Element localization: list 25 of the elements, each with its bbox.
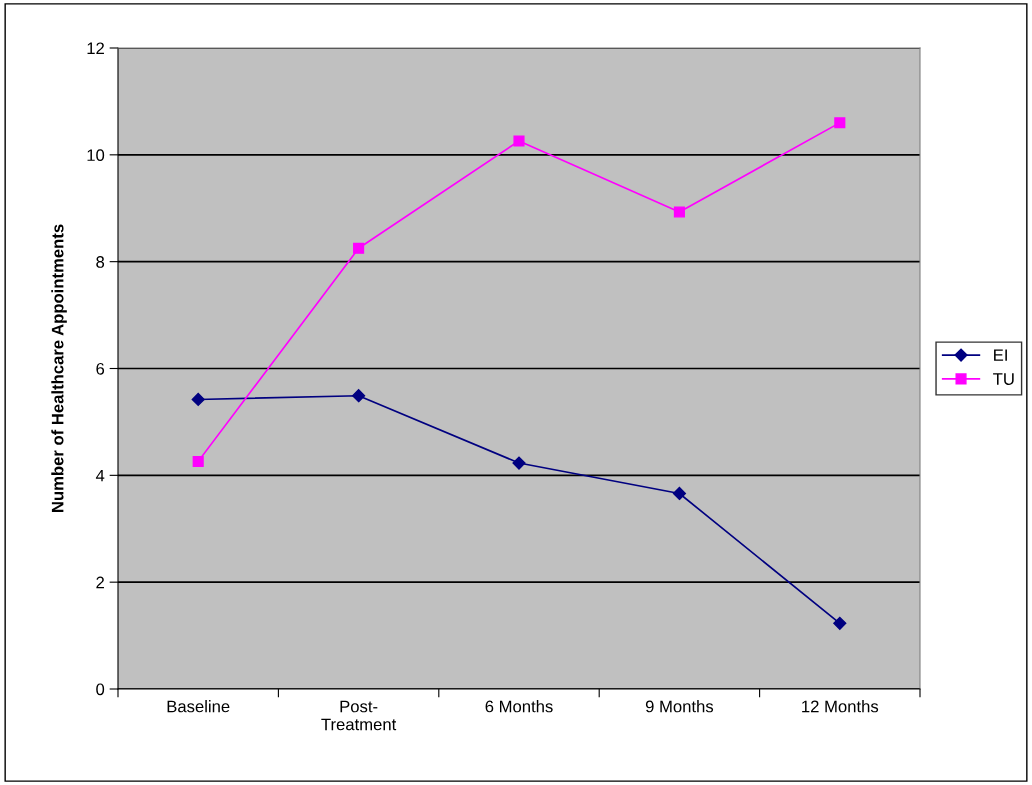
y-tick-label: 2 xyxy=(96,576,104,589)
y-tick-label: 10 xyxy=(87,149,105,162)
x-tick-label: 9 Months xyxy=(645,700,714,713)
point xyxy=(672,486,686,501)
point xyxy=(352,389,366,403)
point xyxy=(191,392,205,407)
point xyxy=(192,455,204,468)
y-tick-label: 8 xyxy=(96,256,105,268)
x-tick-label: 12 Months xyxy=(802,700,879,713)
point xyxy=(513,135,525,147)
point xyxy=(512,456,526,470)
x-tick-label: Post- Treatment xyxy=(321,700,397,731)
point xyxy=(833,616,847,630)
y-tick-label: 6 xyxy=(96,362,105,375)
y-tick-label: 4 xyxy=(95,469,105,482)
x-tick-label: Baseline xyxy=(167,700,230,713)
x-tick-label: 6 Months xyxy=(485,700,553,713)
point xyxy=(834,117,846,129)
y-tick-label: 0 xyxy=(96,683,105,696)
legend-label: EI xyxy=(994,349,1007,361)
point xyxy=(673,206,685,218)
y-tick-label: 12 xyxy=(87,42,104,55)
legend-label: TU xyxy=(993,373,1014,385)
y-axis-title: Number of Healthcare Appointments xyxy=(51,224,67,512)
point xyxy=(353,242,365,254)
